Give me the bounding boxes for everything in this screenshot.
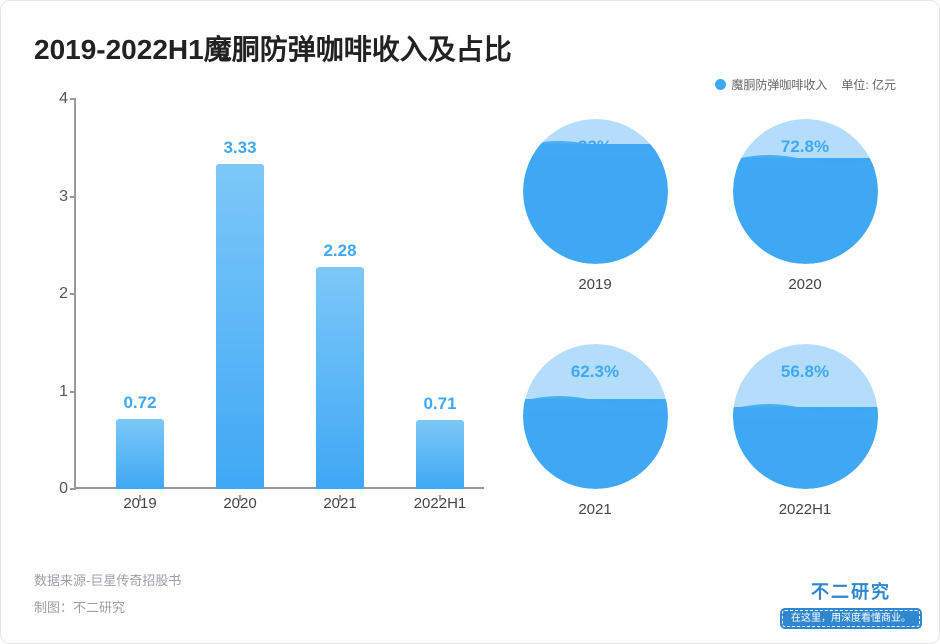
y-tick-mark — [70, 293, 76, 295]
footer-source: 数据来源-巨星传奇招股书 — [34, 570, 906, 589]
legend-row: 魔胴防弹咖啡收入 单位: 亿元 — [34, 76, 906, 93]
bar-value-label: 0.72 — [123, 393, 156, 413]
y-tick-label: 4 — [34, 90, 68, 108]
x-tick-mark — [139, 495, 141, 501]
bar: 2.28 — [316, 267, 364, 489]
y-tick-mark — [70, 196, 76, 198]
pie-grid: 83% 2019 72.8% 2020 62.3% 2021 56.8% 2022H1 — [494, 99, 906, 554]
pie: 83% — [523, 119, 668, 264]
y-tick-label: 3 — [34, 188, 68, 206]
y-tick-mark — [70, 391, 76, 393]
bar-value-label: 0.71 — [423, 394, 456, 414]
brand-box: 不二研究 在这里，用深度看懂商业。 — [782, 578, 920, 626]
legend-series-label: 魔胴防弹咖啡收入 — [731, 76, 827, 93]
pie-cell: 83% 2019 — [502, 103, 688, 310]
y-tick-mark — [70, 98, 76, 100]
x-tick-mark — [439, 495, 441, 501]
bar-category-label: 2022H1 — [380, 495, 500, 512]
bar-chart: 012340.7220193.3320202.2820210.712022H1 — [34, 99, 484, 519]
legend-swatch-icon — [715, 79, 726, 90]
pie-percent-label: 72.8% — [781, 137, 829, 157]
pie-cell: 56.8% 2022H1 — [712, 328, 898, 535]
pie-year-label: 2020 — [788, 276, 821, 293]
pie-percent-label: 83% — [578, 137, 612, 157]
chart-title: 2019-2022H1魔胴防弹咖啡收入及占比 — [34, 28, 906, 68]
x-tick-mark — [339, 495, 341, 501]
bar: 3.33 — [216, 164, 264, 489]
legend-unit-label: 单位: 亿元 — [841, 76, 896, 93]
y-tick-label: 2 — [34, 285, 68, 303]
y-tick-label: 1 — [34, 383, 68, 401]
pie: 72.8% — [733, 119, 878, 264]
bar: 0.71 — [416, 420, 464, 489]
pie-percent-label: 56.8% — [781, 362, 829, 382]
pie: 62.3% — [523, 344, 668, 489]
brand-title: 不二研究 — [782, 578, 920, 604]
pie-cell: 72.8% 2020 — [712, 103, 898, 310]
bar-value-label: 2.28 — [323, 241, 356, 261]
y-tick-label: 0 — [34, 480, 68, 498]
brand-subtitle: 在这里，用深度看懂商业。 — [782, 610, 920, 627]
charts-area: 012340.7220193.3320202.2820210.712022H1 … — [34, 99, 906, 554]
pie-year-label: 2019 — [578, 276, 611, 293]
chart-container: 2019-2022H1魔胴防弹咖啡收入及占比 魔胴防弹咖啡收入 单位: 亿元 0… — [0, 0, 940, 644]
y-tick-mark — [70, 488, 76, 490]
pie-cell: 62.3% 2021 — [502, 328, 688, 535]
pie: 56.8% — [733, 344, 878, 489]
footer: 数据来源-巨星传奇招股书 制图：不二研究 — [34, 560, 906, 624]
x-tick-mark — [239, 495, 241, 501]
pie-year-label: 2021 — [578, 501, 611, 518]
bar-value-label: 3.33 — [223, 138, 256, 158]
bar: 0.72 — [116, 419, 164, 489]
pie-percent-label: 62.3% — [571, 362, 619, 382]
pie-year-label: 2022H1 — [779, 501, 832, 518]
footer-maker: 制图：不二研究 — [34, 597, 906, 616]
